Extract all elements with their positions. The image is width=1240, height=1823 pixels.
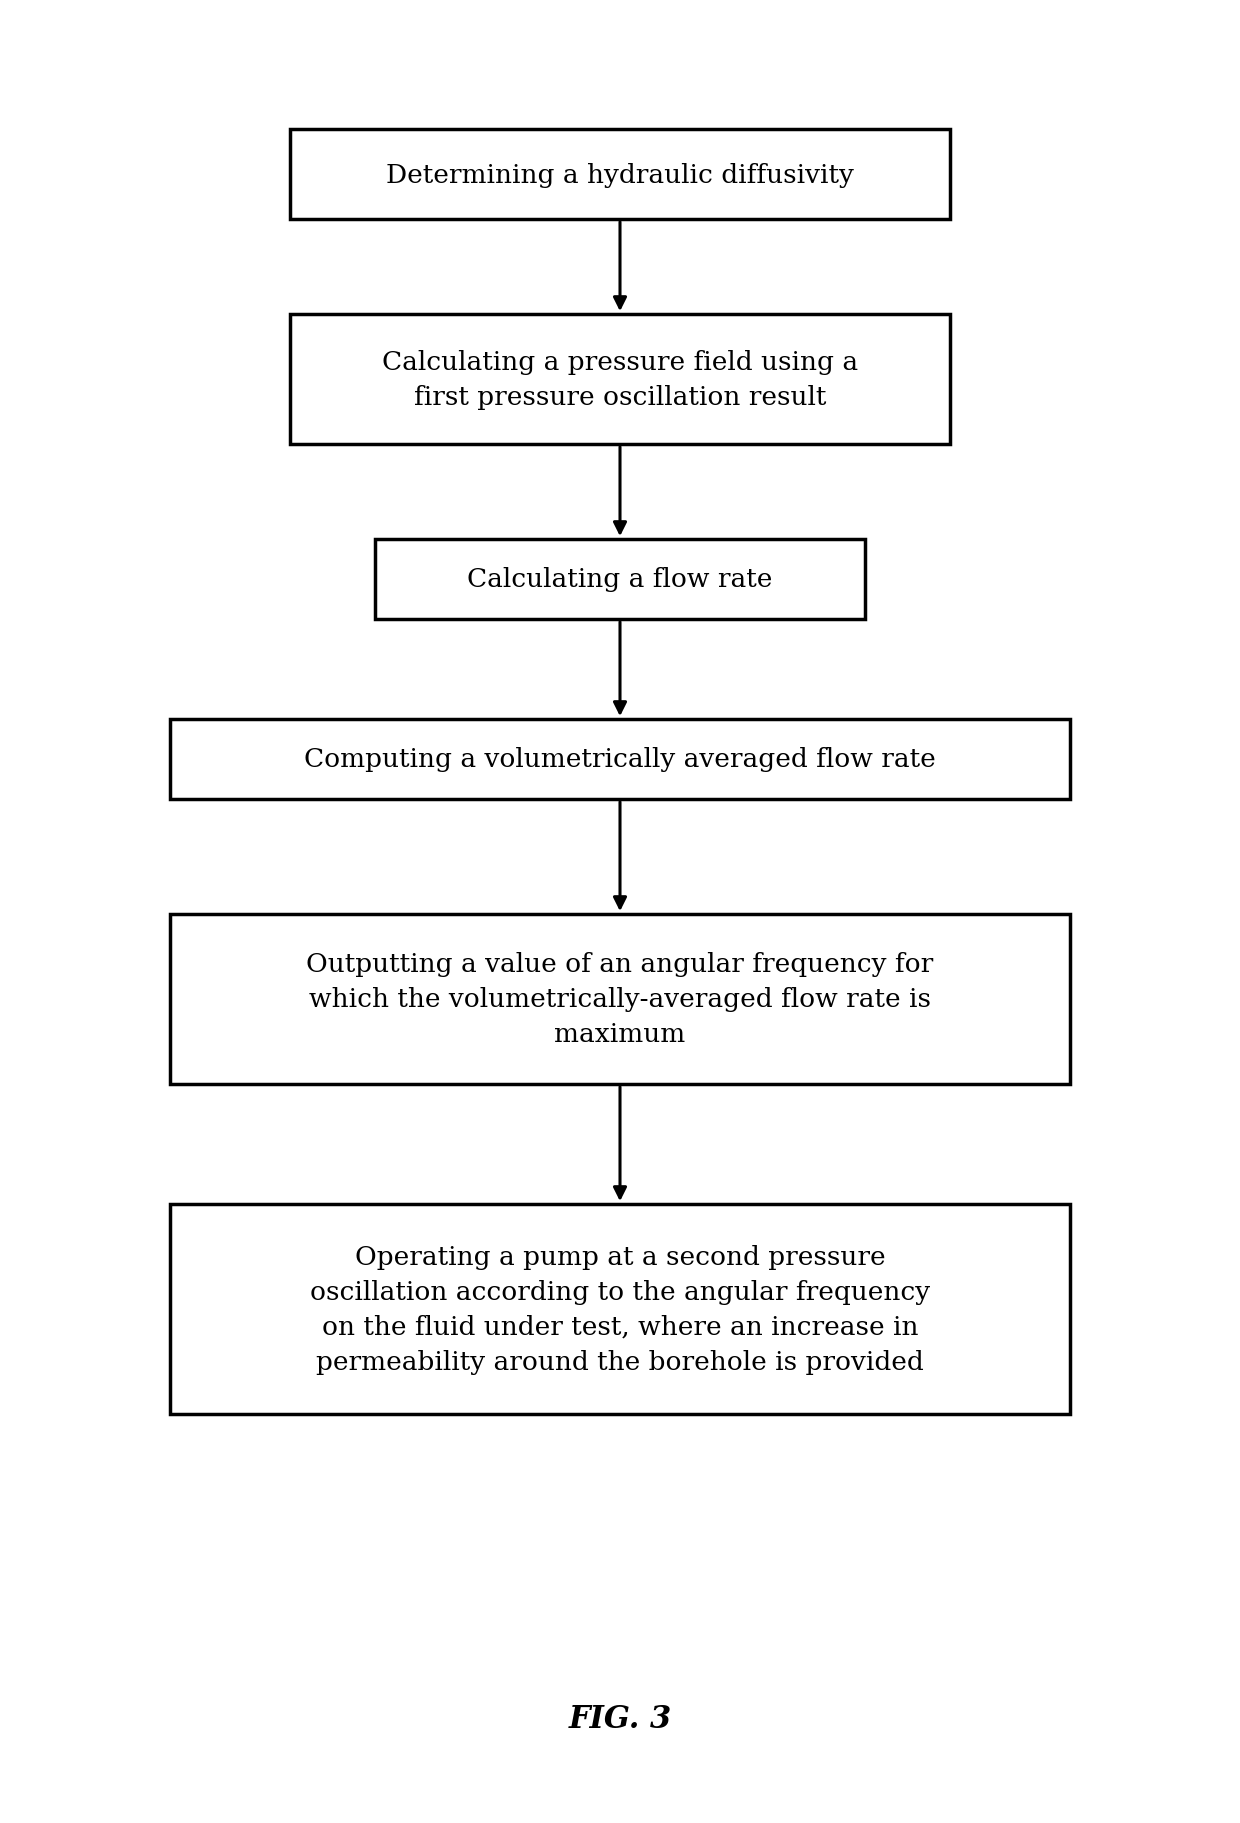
Text: Calculating a pressure field using a
first pressure oscillation result: Calculating a pressure field using a fir… [382,350,858,410]
FancyBboxPatch shape [170,1205,1070,1415]
FancyBboxPatch shape [374,540,866,620]
FancyBboxPatch shape [290,129,950,221]
FancyBboxPatch shape [290,315,950,445]
Text: Calculating a flow rate: Calculating a flow rate [467,567,773,592]
FancyBboxPatch shape [170,720,1070,800]
FancyBboxPatch shape [170,915,1070,1085]
Text: FIG. 3: FIG. 3 [568,1703,672,1734]
Text: Operating a pump at a second pressure
oscillation according to the angular frequ: Operating a pump at a second pressure os… [310,1245,930,1375]
Text: Outputting a value of an angular frequency for
which the volumetrically-averaged: Outputting a value of an angular frequen… [306,952,934,1046]
Text: Determining a hydraulic diffusivity: Determining a hydraulic diffusivity [386,162,854,188]
Text: Computing a volumetrically averaged flow rate: Computing a volumetrically averaged flow… [304,747,936,773]
